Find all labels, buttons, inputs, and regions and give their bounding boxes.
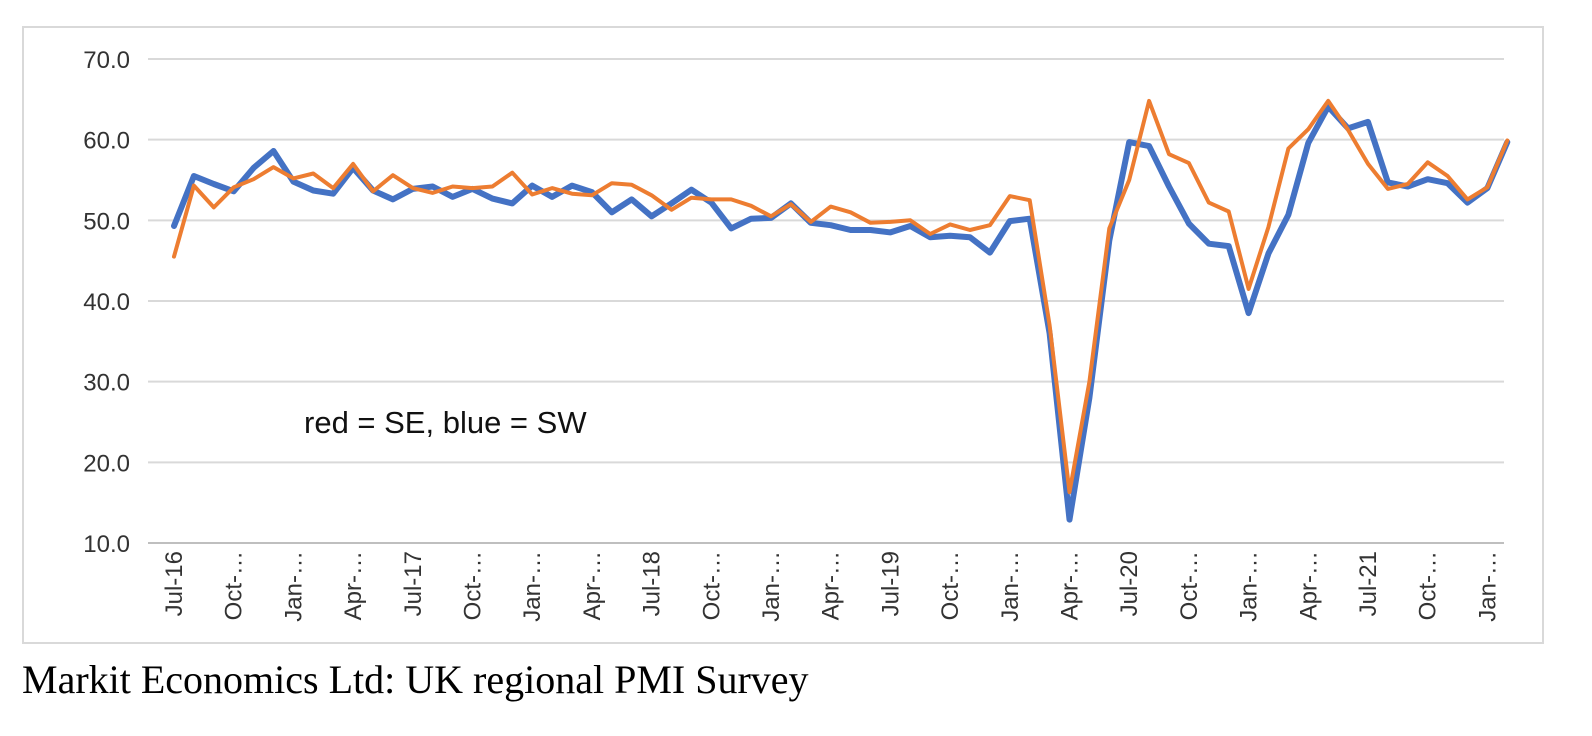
- y-tick-label: 10.0: [83, 531, 130, 558]
- x-tick-label: Oct-…: [460, 551, 487, 620]
- y-tick-label: 40.0: [83, 289, 130, 316]
- chart-frame: 10.0 20.0 30.0 40.0 50.0 60.0 70.0 Jul-16 Oct-……: [22, 26, 1544, 644]
- x-tick-label: Apr-…: [818, 551, 845, 620]
- x-tick-label: Jan-…: [280, 551, 307, 622]
- gridlines: [148, 58, 1504, 544]
- x-tick-label: Jan-…: [1236, 551, 1263, 622]
- x-tick-label: Apr-…: [579, 551, 606, 620]
- series-lines: [171, 98, 1511, 523]
- x-tick-label: Jan-…: [519, 551, 546, 622]
- x-tick-label: Oct-…: [937, 551, 964, 620]
- x-tick-label: Oct-…: [221, 551, 248, 620]
- x-tick-label: Jul-17: [400, 551, 427, 616]
- x-tick-label: Apr-…: [1295, 551, 1322, 620]
- series-line-se: [172, 98, 1510, 495]
- x-tick-label: Jan-…: [758, 551, 785, 622]
- y-tick-label: 50.0: [83, 208, 130, 235]
- y-tick-label: 70.0: [83, 47, 130, 74]
- y-tick-label: 60.0: [83, 128, 130, 155]
- x-tick-label: Oct-…: [1176, 551, 1203, 620]
- y-tick-label: 30.0: [83, 370, 130, 397]
- y-tick-label: 20.0: [83, 450, 130, 477]
- y-axis-ticks: 10.0 20.0 30.0 40.0 50.0 60.0 70.0: [83, 47, 130, 558]
- series-line-sw: [171, 103, 1511, 523]
- x-tick-label: Apr-…: [340, 551, 367, 620]
- x-tick-label: Jul-19: [877, 551, 904, 616]
- x-tick-label: Jul-18: [639, 551, 666, 616]
- x-tick-label: Jan-…: [1474, 551, 1501, 622]
- x-tick-label: Jan-…: [997, 551, 1024, 622]
- x-tick-label: Jul-16: [161, 551, 188, 616]
- source-caption: Markit Economics Ltd: UK regional PMI Su…: [22, 657, 809, 702]
- line-chart: 10.0 20.0 30.0 40.0 50.0 60.0 70.0 Jul-16 Oct-……: [83, 47, 1511, 622]
- x-tick-label: Oct-…: [698, 551, 725, 620]
- series-annotation: red = SE, blue = SW: [304, 405, 587, 440]
- x-tick-label: Jul-20: [1116, 551, 1143, 616]
- x-tick-label: Apr-…: [1057, 551, 1084, 620]
- x-tick-label: Oct-…: [1415, 551, 1442, 620]
- x-tick-label: Jul-21: [1355, 551, 1382, 616]
- x-axis-ticks: Jul-16 Oct-… Jan-… Apr-… Jul-17 Oct-… Jan-… Apr…: [161, 551, 1501, 622]
